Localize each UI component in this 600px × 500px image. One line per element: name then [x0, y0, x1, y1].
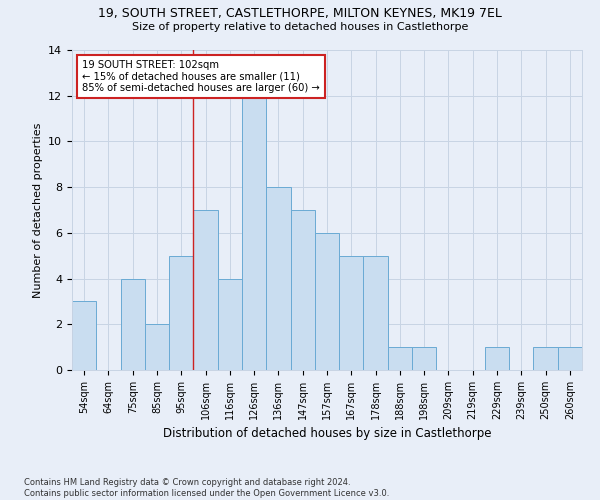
Y-axis label: Number of detached properties: Number of detached properties — [32, 122, 43, 298]
Text: 19, SOUTH STREET, CASTLETHORPE, MILTON KEYNES, MK19 7EL: 19, SOUTH STREET, CASTLETHORPE, MILTON K… — [98, 8, 502, 20]
Bar — [193, 210, 218, 370]
Bar — [121, 278, 145, 370]
Bar — [72, 302, 96, 370]
Bar — [290, 210, 315, 370]
Text: 19 SOUTH STREET: 102sqm
← 15% of detached houses are smaller (11)
85% of semi-de: 19 SOUTH STREET: 102sqm ← 15% of detache… — [82, 60, 320, 93]
Text: Contains HM Land Registry data © Crown copyright and database right 2024.
Contai: Contains HM Land Registry data © Crown c… — [24, 478, 389, 498]
Bar — [218, 278, 242, 370]
Bar — [169, 256, 193, 370]
Bar — [533, 347, 558, 370]
Bar — [242, 96, 266, 370]
Bar — [388, 347, 412, 370]
Bar — [558, 347, 582, 370]
Bar — [145, 324, 169, 370]
Text: Size of property relative to detached houses in Castlethorpe: Size of property relative to detached ho… — [132, 22, 468, 32]
Bar — [339, 256, 364, 370]
Bar — [364, 256, 388, 370]
Bar — [412, 347, 436, 370]
Bar — [315, 233, 339, 370]
X-axis label: Distribution of detached houses by size in Castlethorpe: Distribution of detached houses by size … — [163, 428, 491, 440]
Bar — [485, 347, 509, 370]
Bar — [266, 187, 290, 370]
